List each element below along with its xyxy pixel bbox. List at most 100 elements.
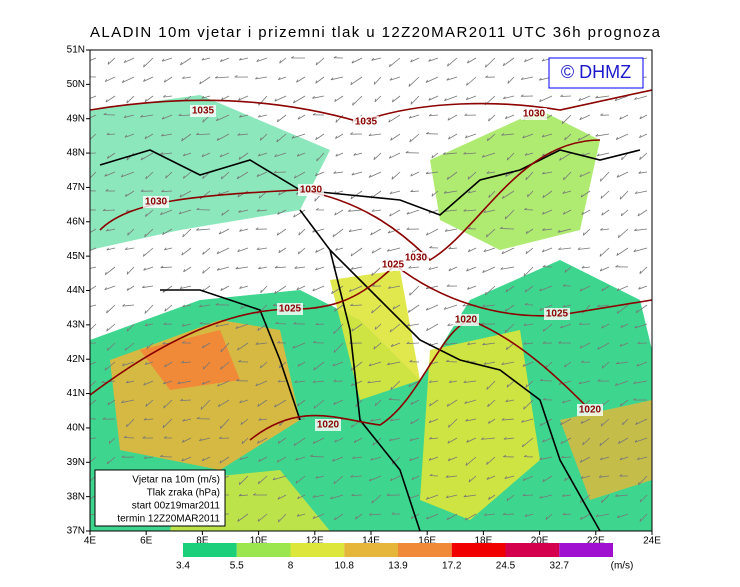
wind-arrow — [255, 227, 268, 230]
wind-arrow — [446, 359, 458, 363]
wind-arrow — [126, 95, 135, 104]
wind-arrow — [563, 171, 572, 181]
wind-arrow — [145, 209, 154, 217]
legend-line: termin 12Z20MAR2011 — [117, 514, 220, 525]
wind-arrow — [539, 95, 553, 103]
wind-arrow — [619, 342, 629, 347]
wind-arrow — [410, 399, 420, 405]
wind-arrow — [541, 209, 553, 215]
wind-arrow — [124, 190, 135, 197]
wind-arrow — [448, 246, 458, 250]
wind-arrow — [446, 513, 458, 521]
wind-arrow — [217, 190, 230, 196]
wind-arrow — [297, 361, 306, 367]
wind-arrow — [183, 266, 192, 273]
wind-arrow — [196, 207, 211, 211]
wind-arrow — [144, 228, 154, 238]
wind-arrow — [620, 323, 629, 328]
wind-arrow — [160, 454, 173, 458]
wind-arrow — [215, 323, 230, 327]
wind-arrow — [505, 399, 515, 403]
wind-arrow — [633, 247, 648, 253]
wind-arrow — [347, 209, 363, 212]
wind-arrow — [162, 228, 173, 236]
wind-arrow — [293, 437, 306, 447]
wind-arrow — [144, 304, 154, 314]
wind-arrow — [143, 76, 154, 82]
wind-arrow — [523, 266, 534, 277]
wind-arrow — [506, 380, 515, 388]
wind-arrow — [564, 133, 572, 141]
wind-arrow — [351, 493, 363, 496]
wind-arrow — [539, 494, 553, 499]
wind-arrow — [467, 190, 477, 194]
wind-arrow — [595, 133, 610, 137]
wind-arrow — [196, 132, 211, 135]
wind-arrow — [486, 475, 496, 480]
wind-arrow — [333, 171, 344, 174]
wind-arrow — [466, 57, 477, 64]
wind-arrow — [330, 494, 344, 500]
isobar-label: 1030 — [145, 197, 168, 208]
title: ALADIN 10m vjetar i prizemni tlak u 12Z2… — [90, 24, 661, 41]
lon-label: 6E — [140, 536, 153, 547]
wind-arrow — [501, 417, 515, 421]
wind-arrow — [202, 361, 211, 370]
isobar-label-bg — [380, 259, 406, 271]
wind-arrow — [429, 399, 439, 407]
wind-arrow — [446, 399, 458, 407]
wind-arrow — [334, 437, 344, 443]
wind-arrow — [277, 513, 287, 523]
wind-arrow — [444, 342, 458, 346]
wind-arrow — [90, 76, 97, 78]
wind-arrow — [410, 95, 420, 105]
lat-label: 38N — [67, 491, 85, 502]
wind-arrow — [368, 475, 382, 482]
wind-arrow — [274, 399, 287, 408]
wind-arrow — [560, 94, 572, 97]
wind-arrow — [522, 361, 534, 367]
wind-arrow — [277, 437, 287, 444]
wind-arrow — [310, 454, 325, 458]
wind-arrow — [506, 494, 515, 502]
wind-arrow — [239, 228, 249, 232]
wind-arrow — [410, 171, 420, 177]
wind-arrow — [486, 228, 496, 238]
wind-arrow — [277, 76, 287, 81]
wind-arrow — [501, 190, 515, 199]
wind-arrow — [578, 380, 591, 385]
wind-arrow — [368, 361, 382, 367]
wind-arrow — [504, 475, 515, 479]
wind-arrow — [524, 57, 534, 63]
wind-arrow — [579, 342, 591, 349]
wind-arrow — [276, 114, 287, 123]
isobar-label-bg — [315, 419, 341, 431]
wind-arrow — [237, 247, 249, 253]
wind-arrow — [220, 171, 230, 180]
wind-arrow — [234, 75, 249, 78]
wind-arrow — [387, 285, 401, 289]
wind-arrow — [164, 304, 173, 312]
wind-arrow — [578, 95, 591, 102]
wind-arrow — [297, 494, 306, 500]
wind-arrow — [161, 114, 173, 120]
wind-arrow — [350, 474, 363, 478]
wind-arrow — [481, 322, 496, 325]
wind-arrow — [143, 266, 154, 271]
wind-arrow — [216, 247, 230, 255]
wind-arrow — [315, 475, 325, 479]
wind-arrow — [527, 190, 534, 198]
wind-arrow — [257, 152, 268, 157]
wind-arrow — [160, 133, 173, 137]
wind-arrow — [488, 114, 496, 122]
isobar-label-bg — [521, 108, 547, 120]
wind-arrow — [256, 437, 268, 444]
wind-arrow — [163, 322, 173, 325]
colorbar-label: 24.5 — [496, 561, 516, 572]
wind-arrow — [182, 304, 192, 308]
wind-arrow — [335, 247, 344, 251]
lat-label: 40N — [67, 423, 85, 434]
wind-arrow — [181, 360, 192, 364]
wind-arrow — [634, 95, 648, 100]
isobar-label: 1025 — [546, 309, 569, 320]
